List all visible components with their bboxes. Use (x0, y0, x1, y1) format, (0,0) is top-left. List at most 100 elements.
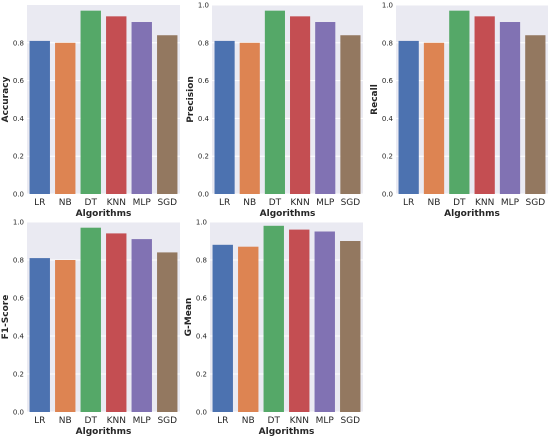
x-tick-label: KNN (290, 198, 309, 208)
x-tick-label: SGD (340, 416, 360, 426)
x-tick-label: LR (34, 198, 45, 208)
y-axis-label: Accuracy (1, 76, 11, 122)
y-tick-label: 1.0 (13, 219, 24, 227)
y-tick-label: 0.4 (198, 115, 210, 123)
plot-background (210, 222, 363, 412)
plot-background (212, 5, 363, 194)
bar-dt (449, 10, 470, 195)
chart-panel-precision: 0.0 0.2 0.4 0.6 0.8 1.0 LR NB DT KNN MLP SGD Algorit… (186, 2, 363, 219)
x-axis-label: Algorithms (444, 209, 500, 219)
x-tick-label: KNN (107, 416, 126, 426)
x-tick-label: KNN (290, 416, 309, 426)
y-tick-label: 0.0 (198, 191, 209, 199)
plot-background (27, 222, 180, 412)
y-tick-label: 0.4 (382, 115, 394, 123)
x-tick-label: MLP (501, 198, 520, 208)
y-tick-label: 0.4 (13, 333, 25, 341)
x-tick-label: NB (428, 198, 441, 208)
x-tick-label: SGD (157, 416, 177, 426)
x-tick-label: NB (59, 198, 72, 208)
y-tick-label: 0.4 (13, 115, 25, 123)
bar-sgd (525, 35, 546, 194)
x-tick-label: SGD (341, 198, 361, 208)
bar-nb (423, 42, 445, 194)
bar-knn (106, 233, 127, 412)
x-tick-label: KNN (107, 198, 126, 208)
bar-nb (238, 246, 259, 412)
plot-background (27, 5, 180, 194)
bar-lr (29, 258, 50, 412)
y-tick-label: 0.6 (382, 77, 394, 85)
x-tick-label: KNN (475, 198, 494, 208)
bar-sgd (340, 241, 361, 412)
y-tick-label: 0.6 (13, 77, 25, 85)
x-tick-label: LR (219, 198, 230, 208)
bar-lr (212, 244, 233, 412)
y-tick-label: 0.0 (13, 191, 24, 199)
y-tick-label: 0.6 (198, 77, 210, 85)
bar-dt (80, 10, 101, 195)
bar-dt (264, 10, 285, 195)
bar-nb (55, 42, 76, 194)
y-tick-label: 1.0 (196, 219, 207, 227)
y-tick-label: 1.0 (198, 2, 209, 10)
bar-lr (29, 40, 50, 194)
x-tick-label: DT (85, 198, 98, 208)
y-tick-label: 0.8 (13, 257, 24, 265)
chart-panel-recall: 0.0 0.2 0.4 0.6 0.8 1.0 LR NB DT KNN MLP SGD Algorit… (370, 2, 548, 219)
y-tick-label: 0.8 (196, 257, 207, 265)
bar-mlp (131, 22, 152, 195)
bar-mlp (499, 22, 521, 195)
y-tick-label: 0.2 (13, 371, 24, 379)
y-axis-label: Recall (370, 84, 380, 115)
bar-mlp (315, 22, 336, 195)
y-tick-label: 0.6 (13, 295, 25, 303)
x-tick-label: NB (243, 198, 256, 208)
y-tick-label: 0.2 (196, 371, 207, 379)
y-tick-label: 0.8 (198, 39, 209, 47)
x-axis-label: Algorithms (260, 209, 316, 219)
x-tick-label: DT (268, 416, 281, 426)
x-tick-label: MLP (133, 416, 152, 426)
plot-background (396, 5, 548, 194)
y-tick-label: 0.2 (13, 153, 24, 161)
x-tick-label: DT (453, 198, 466, 208)
x-tick-label: MLP (316, 416, 335, 426)
bar-sgd (157, 35, 178, 194)
x-axis-label: Algorithms (76, 427, 132, 437)
bar-knn (290, 16, 311, 195)
x-tick-label: SGD (157, 198, 177, 208)
bar-knn (289, 229, 310, 412)
bar-dt (80, 227, 101, 412)
y-tick-label: 0.8 (382, 39, 393, 47)
bar-knn (474, 16, 495, 195)
bar-nb (239, 42, 260, 194)
y-tick-label: 0.4 (196, 333, 208, 341)
x-axis-label: Algorithms (259, 427, 315, 437)
y-tick-label: 0.6 (196, 295, 208, 303)
x-tick-label: NB (59, 416, 72, 426)
y-axis-label: G-Mean (184, 298, 194, 337)
x-tick-label: MLP (133, 198, 152, 208)
y-tick-label: 0.2 (198, 153, 209, 161)
bar-sgd (340, 35, 361, 194)
bar-dt (263, 225, 284, 412)
x-tick-label: SGD (526, 198, 546, 208)
x-tick-label: LR (403, 198, 414, 208)
y-axis-label: Precision (186, 76, 196, 123)
x-tick-label: DT (269, 198, 282, 208)
x-tick-label: MLP (316, 198, 335, 208)
y-tick-label: 0.2 (382, 153, 393, 161)
y-axis-label: F1-Score (1, 295, 11, 340)
chart-panel-accuracy: 0.0 0.2 0.4 0.6 0.8 LR NB DT KNN MLP SGD Algorithms… (1, 5, 180, 219)
x-tick-label: LR (34, 416, 45, 426)
x-tick-label: NB (242, 416, 255, 426)
y-tick-label: 0.0 (13, 409, 24, 417)
y-tick-label: 0.0 (196, 409, 207, 417)
y-tick-label: 1.0 (382, 2, 393, 10)
bar-lr (398, 40, 419, 194)
x-tick-label: LR (217, 416, 228, 426)
chart-panel-g-mean: 0.0 0.2 0.4 0.6 0.8 1.0 LR NB DT KNN MLP SGD Algorit… (184, 219, 363, 437)
bar-knn (106, 16, 127, 195)
